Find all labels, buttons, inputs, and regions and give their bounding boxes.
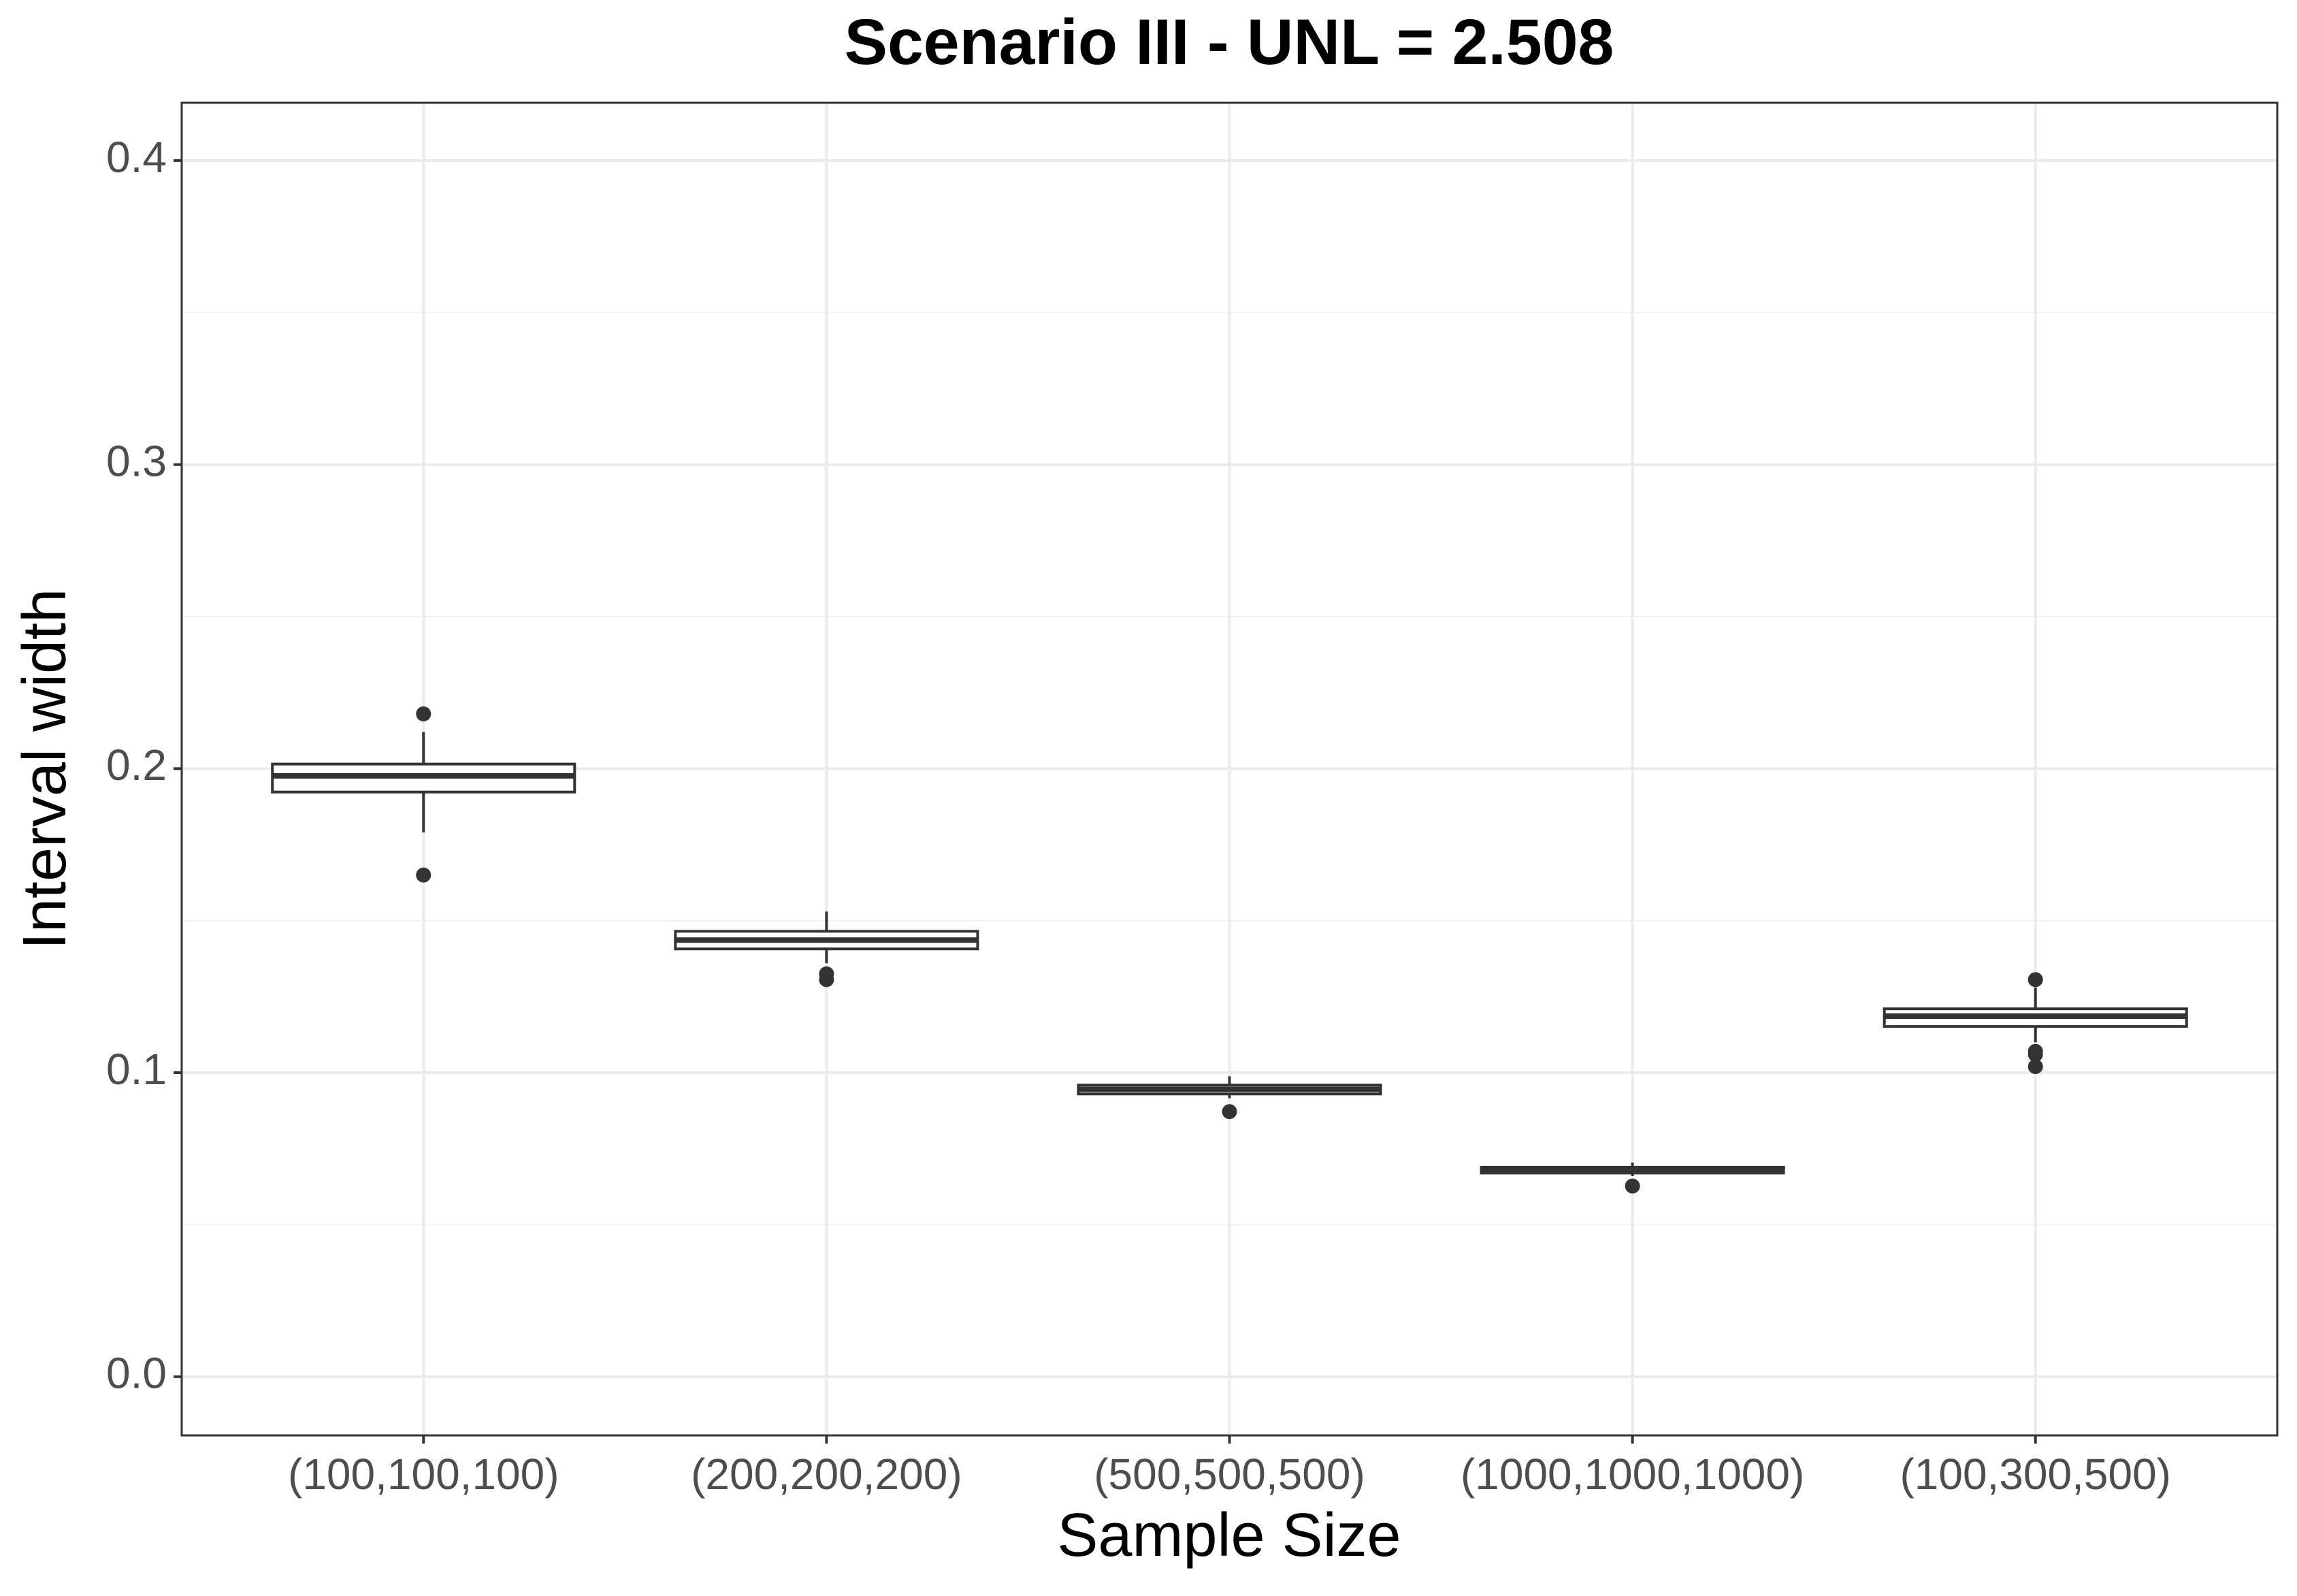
outlier [2027, 1047, 2043, 1062]
x-tick-label: (500,500,500) [1094, 1450, 1365, 1499]
y-axis-title: Interval width [11, 589, 79, 949]
outlier [2027, 1059, 2043, 1075]
y-tick-label: 0.3 [106, 437, 167, 486]
outlier [819, 972, 834, 988]
y-tick-label: 0.0 [106, 1349, 167, 1398]
x-axis-title: Sample Size [1057, 1501, 1401, 1569]
x-tick-label: (1000,1000,1000) [1461, 1450, 1804, 1499]
x-tick-label: (200,200,200) [691, 1450, 962, 1499]
panel-border [180, 101, 2279, 1437]
outlier [1222, 1104, 1237, 1120]
outlier [1625, 1178, 1640, 1194]
x-tick-label: (100,100,100) [288, 1450, 559, 1499]
y-tick-label: 0.2 [106, 740, 167, 789]
outlier [416, 706, 431, 721]
outlier [2027, 972, 2043, 988]
y-tick-label: 0.1 [106, 1045, 167, 1094]
outlier [416, 867, 431, 883]
x-tick-label: (100,300,500) [1900, 1450, 2171, 1499]
chart-title: Scenario III - UNL = 2.508 [845, 6, 1614, 78]
y-tick-label: 0.4 [106, 133, 167, 182]
